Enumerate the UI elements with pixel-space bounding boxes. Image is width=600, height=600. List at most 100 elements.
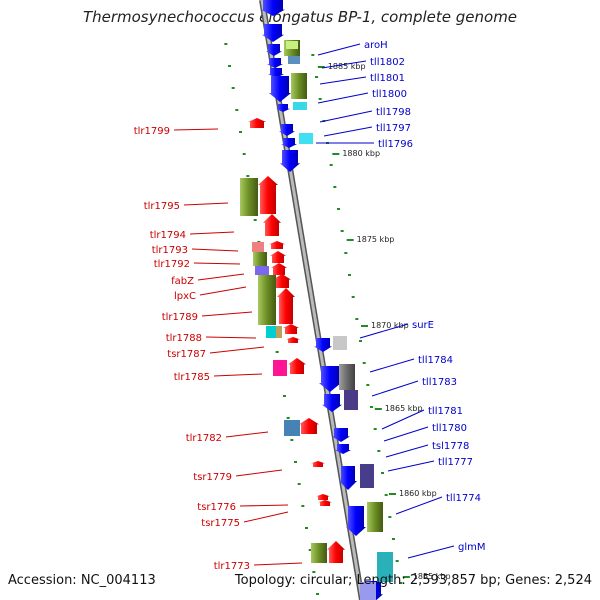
reverse-gene-arrow <box>332 428 350 442</box>
forward-gene-arrow <box>286 337 300 343</box>
left-gene-label: tlr1773 <box>214 561 250 572</box>
gene-box <box>360 582 376 600</box>
reverse-gene-arrow <box>267 58 283 68</box>
left-gene-label: tsr1779 <box>193 472 232 483</box>
left-gene-label: tlr1799 <box>134 126 170 137</box>
right-gene-label: tll1796 <box>378 139 413 150</box>
kbp-label: 1875 kbp <box>357 235 395 244</box>
gene-box <box>258 275 276 325</box>
right-gene-label: tll1777 <box>438 457 473 468</box>
left-gene-label: tlr1788 <box>166 333 202 344</box>
leader-line <box>387 460 435 472</box>
leader-line <box>225 431 269 438</box>
leader-line <box>201 311 253 317</box>
leader-line <box>235 469 283 477</box>
gene-box <box>276 326 282 338</box>
right-gene-label: tll1781 <box>428 406 463 417</box>
right-gene-label: glmM <box>458 542 486 553</box>
reverse-gene-arrow <box>339 466 357 490</box>
reverse-gene-arrow <box>262 24 284 42</box>
right-gene-label: tll1783 <box>422 377 457 388</box>
right-gene-label: tll1801 <box>370 73 405 84</box>
leader-line <box>317 92 369 104</box>
reverse-gene-arrow <box>268 68 284 78</box>
kbp-label: 1860 kbp <box>399 489 437 498</box>
left-gene-label: tlr1789 <box>162 312 198 323</box>
topology-summary: Topology: circular; Length: 2,593,857 bp… <box>234 573 592 588</box>
kbp-label: 1870 kbp <box>371 321 409 330</box>
gene-box <box>360 464 374 488</box>
leader-lines <box>173 43 455 566</box>
leader-line <box>407 545 455 559</box>
leader-line <box>317 43 361 56</box>
right-gene-label: surE <box>412 320 434 331</box>
forward-gene-arrow <box>316 494 330 500</box>
gene-box <box>344 390 358 410</box>
kbp-label: 1885 kbp <box>328 62 366 71</box>
gene-box <box>255 266 269 275</box>
forward-gene-arrow <box>288 358 306 374</box>
gene-box <box>377 552 393 582</box>
forward-gene-arrow <box>271 263 287 275</box>
right-gene-label: aroH <box>364 40 388 51</box>
leader-line <box>371 380 419 397</box>
leader-line <box>383 426 429 442</box>
leader-line <box>239 504 289 507</box>
leader-line <box>253 562 303 566</box>
forward-gene-arrow <box>277 288 295 324</box>
left-gene-label: tlr1785 <box>174 372 210 383</box>
forward-gene-arrow <box>299 418 319 434</box>
gene-box <box>273 360 287 376</box>
leader-line <box>197 273 245 281</box>
leader-line <box>321 60 367 69</box>
right-gene-label: tll1797 <box>376 123 411 134</box>
reverse-gene-arrow <box>280 150 300 172</box>
left-gene-label: tlr1795 <box>144 201 180 212</box>
right-gene-label: tll1800 <box>372 89 407 100</box>
leader-line <box>319 76 367 85</box>
leader-line <box>213 373 263 377</box>
leader-line <box>381 409 425 430</box>
right-gene-label: tll1784 <box>418 355 453 366</box>
leader-line <box>243 511 289 523</box>
reverse-gene-arrow <box>261 0 285 16</box>
left-gene-label: tsr1787 <box>167 349 206 360</box>
gene-box <box>252 242 264 252</box>
left-gene-label: tsr1776 <box>197 502 236 513</box>
gene-box <box>288 56 300 64</box>
gene-box <box>339 364 355 390</box>
forward-gene-arrow <box>270 251 286 263</box>
kbp-label: 1855 kbp <box>413 572 451 581</box>
reverse-gene-arrow <box>314 338 332 352</box>
reverse-gene-arrow <box>346 506 366 536</box>
leader-line <box>385 444 429 458</box>
reverse-gene-arrow <box>276 104 290 112</box>
gene-box <box>253 252 267 266</box>
forward-gene-arrow <box>263 214 281 236</box>
kbp-label: 1865 kbp <box>385 404 423 413</box>
left-gene-label: tlr1794 <box>150 230 186 241</box>
leader-line <box>209 346 265 354</box>
leader-line <box>323 126 373 137</box>
leader-line <box>319 110 373 123</box>
left-gene-label: lpxC <box>174 291 196 302</box>
kbp-label: 1880 kbp <box>342 149 380 158</box>
reverse-gene-arrow <box>281 138 297 148</box>
reverse-gene-arrow <box>322 394 342 412</box>
reverse-gene-arrow <box>335 444 351 454</box>
right-gene-label: tll1798 <box>376 107 411 118</box>
right-gene-label: tll1780 <box>432 423 467 434</box>
forward-gene-arrow <box>273 274 291 288</box>
reverse-gene-arrow <box>319 366 341 392</box>
leader-line <box>193 262 241 265</box>
gene-box <box>333 336 347 350</box>
map-title: Thermosynechococcus elongatus BP-1, comp… <box>82 8 518 26</box>
forward-gene-arrow <box>311 461 325 467</box>
gene-box <box>284 420 300 436</box>
leader-line <box>191 248 239 252</box>
gene-box <box>286 41 298 49</box>
gene-box <box>291 73 307 99</box>
leader-line <box>199 286 247 296</box>
leader-line <box>369 358 415 373</box>
